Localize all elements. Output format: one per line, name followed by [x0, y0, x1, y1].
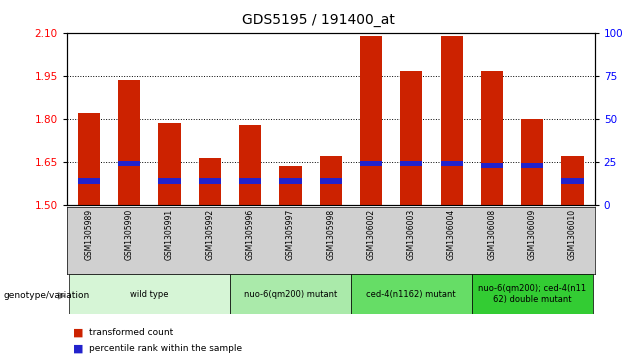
Bar	[472, 274, 593, 314]
Text: GSM1305990: GSM1305990	[125, 209, 134, 260]
Text: GSM1305989: GSM1305989	[85, 209, 93, 260]
Text: wild type: wild type	[130, 290, 169, 298]
Text: transformed count: transformed count	[89, 328, 173, 337]
Text: GDS5195 / 191400_at: GDS5195 / 191400_at	[242, 13, 394, 27]
Text: genotype/variation: genotype/variation	[3, 291, 90, 300]
Bar	[400, 72, 422, 205]
Bar	[118, 80, 141, 205]
Text: GSM1306003: GSM1306003	[407, 209, 416, 260]
Bar	[360, 161, 382, 166]
Bar	[481, 72, 503, 205]
Text: percentile rank within the sample: percentile rank within the sample	[89, 344, 242, 353]
Bar	[78, 178, 100, 184]
Text: GSM1306009: GSM1306009	[528, 209, 537, 260]
Bar	[230, 274, 351, 314]
Text: nuo-6(qm200); ced-4(n11
62) double mutant: nuo-6(qm200); ced-4(n11 62) double mutan…	[478, 284, 586, 304]
Text: nuo-6(qm200) mutant: nuo-6(qm200) mutant	[244, 290, 337, 298]
Text: ■: ■	[73, 327, 84, 337]
Text: ■: ■	[73, 343, 84, 354]
Text: GSM1305992: GSM1305992	[205, 209, 214, 260]
Text: GSM1306010: GSM1306010	[568, 209, 577, 260]
Bar	[481, 163, 503, 168]
Bar	[198, 178, 221, 184]
Bar	[521, 163, 543, 168]
Bar	[158, 123, 181, 205]
Text: GSM1305997: GSM1305997	[286, 209, 295, 260]
Text: GSM1306002: GSM1306002	[366, 209, 375, 260]
Bar	[351, 274, 472, 314]
Bar	[279, 178, 301, 184]
Bar	[320, 178, 342, 184]
Bar	[360, 36, 382, 205]
Bar	[198, 158, 221, 205]
Bar	[400, 161, 422, 166]
Bar	[521, 119, 543, 205]
Text: GSM1305991: GSM1305991	[165, 209, 174, 260]
Text: GSM1305996: GSM1305996	[245, 209, 254, 260]
Bar	[441, 161, 463, 166]
Text: GSM1305998: GSM1305998	[326, 209, 335, 260]
Bar	[69, 274, 230, 314]
Bar	[239, 125, 261, 205]
Bar	[562, 156, 584, 205]
Text: ced-4(n1162) mutant: ced-4(n1162) mutant	[366, 290, 456, 298]
Text: GSM1306004: GSM1306004	[447, 209, 456, 260]
Bar	[441, 36, 463, 205]
Bar	[158, 178, 181, 184]
Bar	[562, 178, 584, 184]
Bar	[320, 156, 342, 205]
Bar	[239, 178, 261, 184]
Text: GSM1306008: GSM1306008	[487, 209, 497, 260]
Bar	[279, 166, 301, 205]
Bar	[78, 113, 100, 205]
Bar	[118, 161, 141, 166]
